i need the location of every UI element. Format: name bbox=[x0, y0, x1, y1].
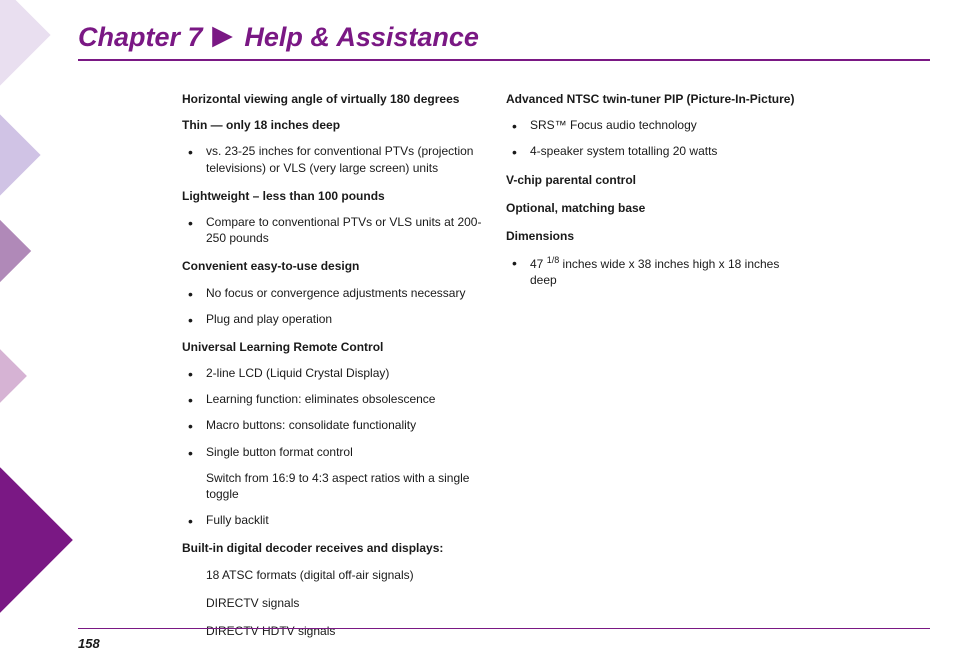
content-columns: Horizontal viewing angle of virtually 18… bbox=[78, 91, 930, 651]
section-heading: V-chip parental control bbox=[506, 172, 806, 188]
chapter-title: Chapter 7 ▶ Help & Assistance bbox=[78, 22, 930, 61]
section-heading: Thin — only 18 inches deep bbox=[182, 117, 482, 133]
section-heading: Horizontal viewing angle of virtually 18… bbox=[182, 91, 482, 107]
section-heading: Lightweight – less than 100 pounds bbox=[182, 188, 482, 204]
section-heading: Advanced NTSC twin-tuner PIP (Picture-In… bbox=[506, 91, 806, 107]
page-content: Chapter 7 ▶ Help & Assistance Horizontal… bbox=[78, 22, 930, 651]
list-item: 18 ATSC formats (digital off-air signals… bbox=[206, 567, 482, 583]
section-heading: Universal Learning Remote Control bbox=[182, 339, 482, 355]
chapter-number: Chapter 7 bbox=[78, 22, 203, 52]
list-item: 4-speaker system totalling 20 watts bbox=[530, 143, 806, 159]
list-item: DIRECTV HDTV signals bbox=[206, 623, 482, 639]
footer-rule bbox=[78, 628, 930, 629]
decoration-diamond bbox=[0, 213, 31, 289]
list-item: 47 1/8 inches wide x 38 inches high x 18… bbox=[530, 254, 806, 288]
right-column: Advanced NTSC twin-tuner PIP (Picture-In… bbox=[506, 91, 806, 651]
left-column: Horizontal viewing angle of virtually 18… bbox=[182, 91, 482, 651]
decoration-diamond bbox=[0, 91, 41, 218]
list-item: No focus or convergence adjustments nece… bbox=[206, 285, 482, 301]
list-item: 2-line LCD (Liquid Crystal Display) bbox=[206, 365, 482, 381]
list-item: Learning function: eliminates obsolescen… bbox=[206, 391, 482, 407]
dimension-fraction: 1/8 bbox=[547, 255, 560, 265]
decoration-diamond bbox=[0, 325, 27, 427]
decoration-diamond bbox=[0, 455, 73, 625]
dimension-suffix: inches wide x 38 inches high x 18 inches… bbox=[530, 257, 779, 287]
dimension-prefix: 47 bbox=[530, 257, 547, 271]
section-heading: Convenient easy-to-use design bbox=[182, 258, 482, 274]
page-number: 158 bbox=[78, 636, 100, 651]
chapter-separator-icon: ▶ bbox=[212, 20, 233, 51]
list-item-subtext: Switch from 16:9 to 4:3 aspect ratios wi… bbox=[206, 470, 482, 502]
list-item: Compare to conventional PTVs or VLS unit… bbox=[206, 214, 482, 246]
section-heading: Built-in digital decoder receives and di… bbox=[182, 540, 482, 556]
list-item: Macro buttons: consolidate functionality bbox=[206, 417, 482, 433]
section-heading: Optional, matching base bbox=[506, 200, 806, 216]
list-item: Single button format control Switch from… bbox=[206, 444, 482, 503]
list-item: SRS™ Focus audio technology bbox=[530, 117, 806, 133]
list-item: DIRECTV signals bbox=[206, 595, 482, 611]
section-heading: Dimensions bbox=[506, 228, 806, 244]
list-item: Plug and play operation bbox=[206, 311, 482, 327]
list-item: vs. 23-25 inches for conventional PTVs (… bbox=[206, 143, 482, 175]
list-item: Fully backlit bbox=[206, 512, 482, 528]
decoration-diamond bbox=[0, 0, 51, 99]
list-item-text: Single button format control bbox=[206, 445, 353, 459]
chapter-name: Help & Assistance bbox=[244, 22, 479, 52]
